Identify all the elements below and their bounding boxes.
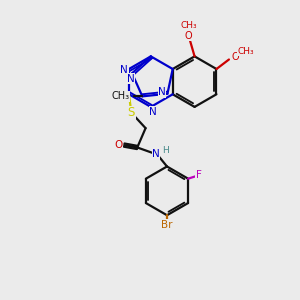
Text: Br: Br xyxy=(161,220,173,230)
Text: CH₃: CH₃ xyxy=(238,47,254,56)
Text: CH₃: CH₃ xyxy=(180,21,197,30)
Text: O: O xyxy=(232,52,239,61)
Text: O: O xyxy=(115,140,123,150)
Text: H: H xyxy=(162,146,169,155)
Text: N: N xyxy=(127,74,134,84)
Text: N: N xyxy=(152,149,160,159)
Text: F: F xyxy=(196,170,201,180)
Text: S: S xyxy=(128,106,135,119)
Text: N: N xyxy=(158,87,166,97)
Text: N: N xyxy=(120,65,128,76)
Text: N: N xyxy=(149,107,157,117)
Text: CH₃: CH₃ xyxy=(112,92,130,101)
Text: O: O xyxy=(185,31,193,40)
